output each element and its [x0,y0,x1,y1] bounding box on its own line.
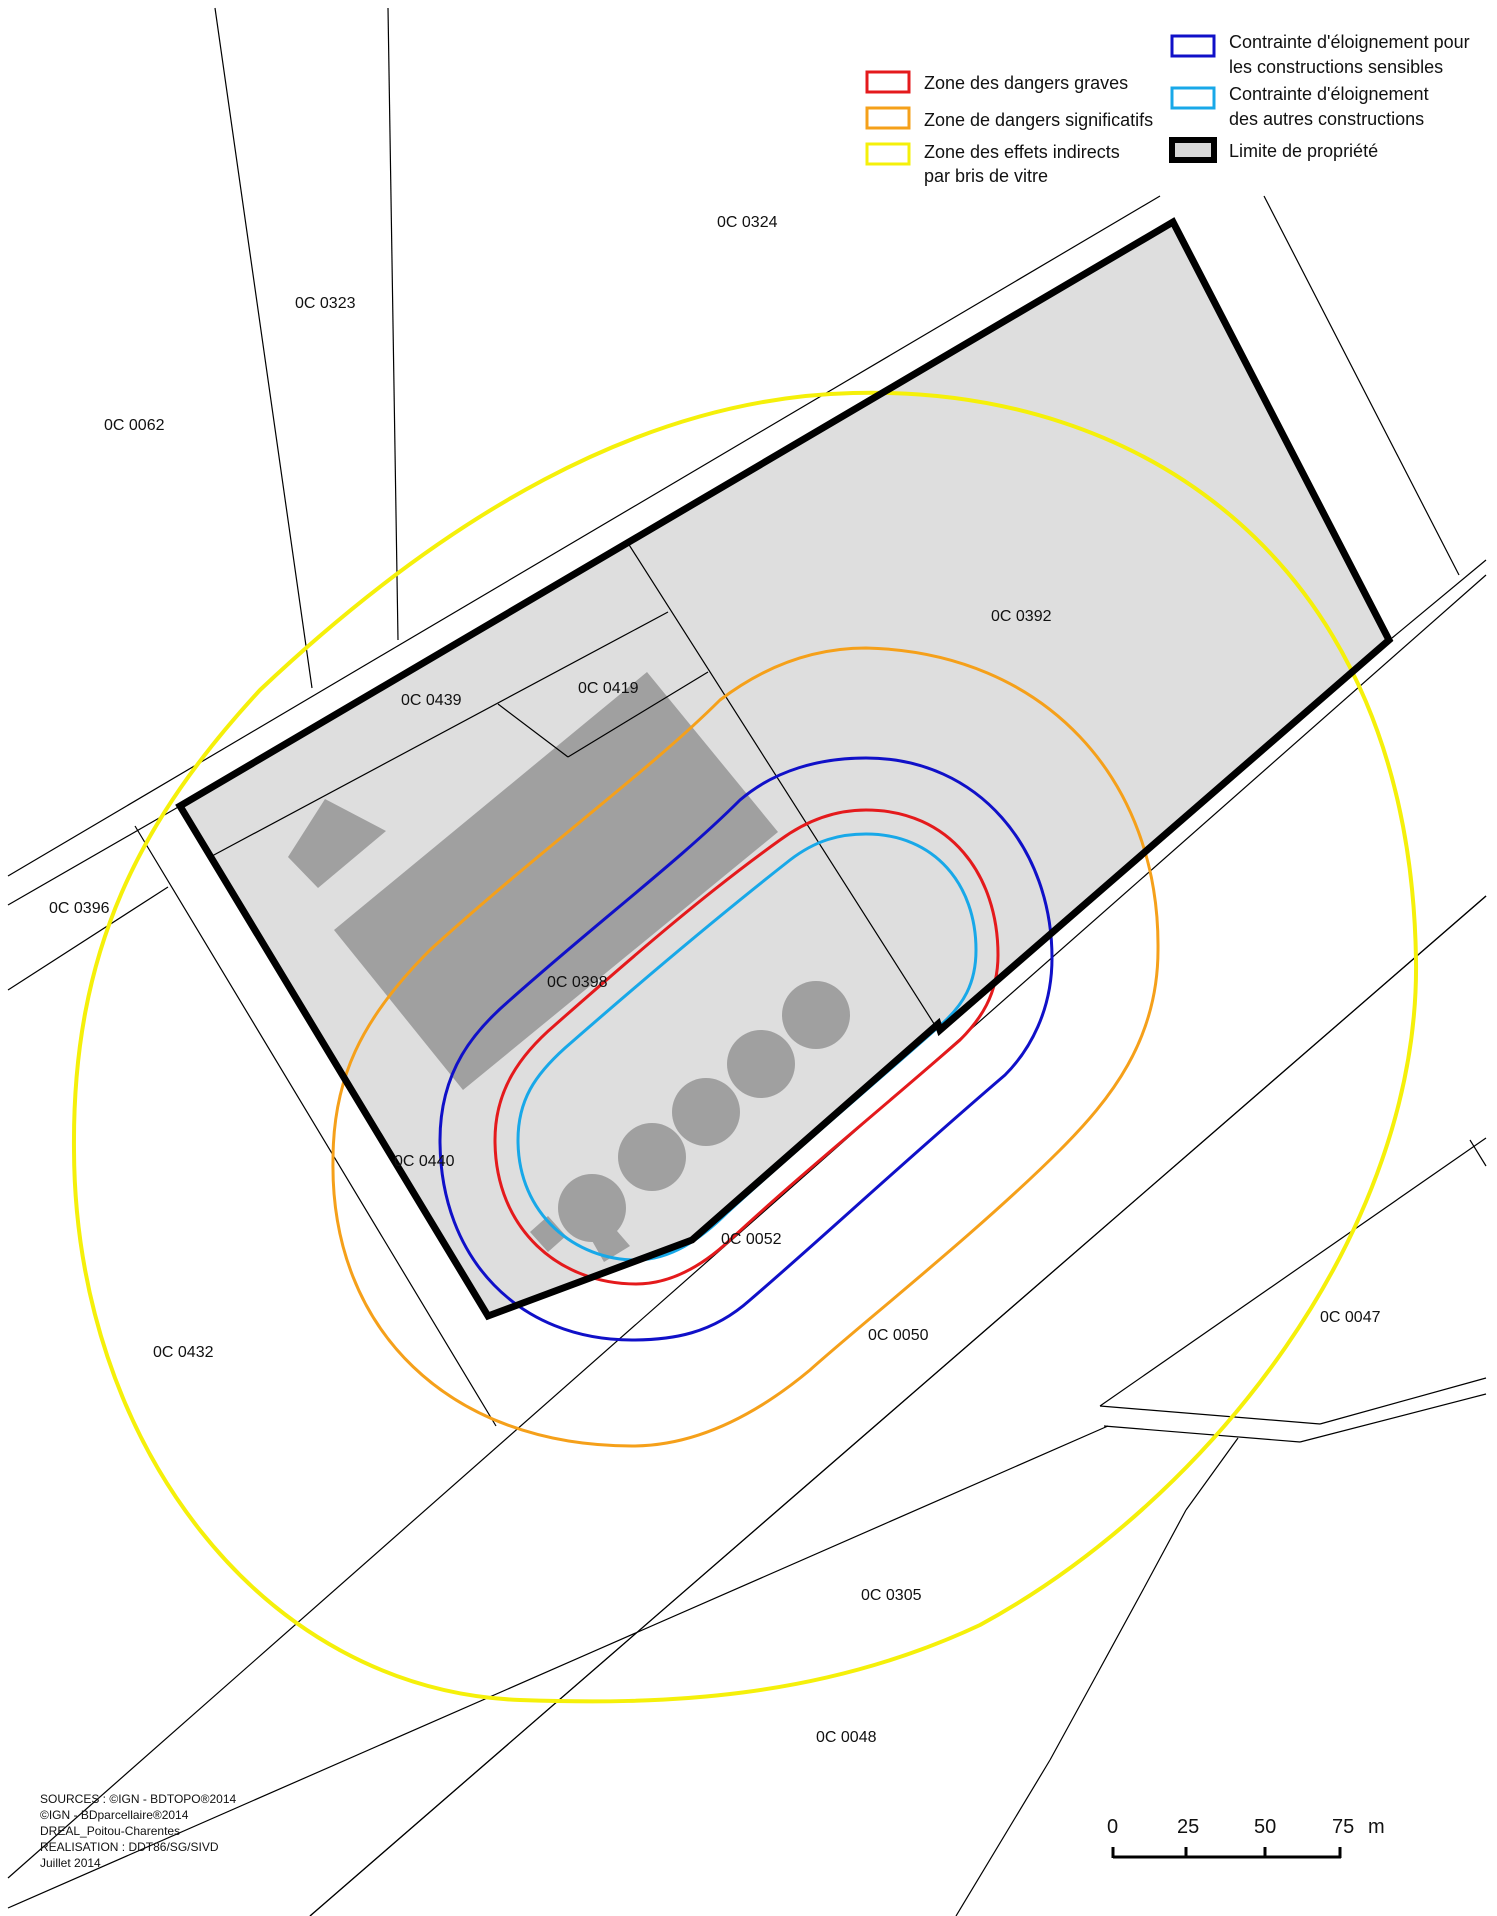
legend-label: les constructions sensibles [1229,57,1443,77]
legend-swatch-limite-propriete [1169,137,1217,163]
legend-label: des autres constructions [1229,109,1424,129]
tanks [558,981,850,1242]
tank-4 [727,1030,795,1098]
legend-swatch-constructions-sensibles [1170,34,1216,58]
legend-swatch-dangers-graves [865,70,911,94]
legend-label: par bris de vitre [924,166,1048,186]
legend-label: Contrainte d'éloignement pour [1229,32,1470,52]
scale-unit: m [1368,1816,1385,1838]
source-line: REALISATION : DDT86/SG/SIVD [40,1840,219,1854]
tank-1 [558,1174,626,1242]
parcel-lines [7,7,1487,1916]
property-boundary [175,217,1394,1321]
parcel-label: 0C 0323 [295,295,356,312]
parcel-label: 0C 0048 [816,1729,877,1746]
legend: Zone des dangers graves Zone de dangers … [865,32,1470,186]
parcel-label: 0C 0324 [717,214,778,231]
parcel-label: 0C 0047 [1320,1309,1381,1326]
legend-label: Contrainte d'éloignement [1229,84,1429,104]
property-area [180,222,1389,1316]
source-line: Juillet 2014 [40,1856,101,1870]
parcel-label: 0C 0419 [578,680,639,697]
source-line: SOURCES : ©IGN - BDTOPO®2014 [40,1792,237,1806]
parcel-label: 0C 0432 [153,1344,214,1361]
zone-yellow [71,390,1419,1704]
legend-label: Zone de dangers significatifs [924,110,1153,130]
legend-swatch-effets-indirects [865,142,911,166]
scale-tick-label: 0 [1107,1816,1118,1838]
scale-tick-label: 25 [1177,1816,1199,1838]
parcel-label: 0C 0396 [49,900,110,917]
building-small [288,799,386,888]
zone-blue [438,756,1054,1342]
scale-tick-label: 75 [1332,1816,1354,1838]
legend-label: Zone des dangers graves [924,73,1128,93]
buildings [288,672,778,1262]
parcel-label: 0C 0050 [868,1327,929,1344]
tank-3 [672,1078,740,1146]
parcel-labels: 0C 0324 0C 0323 0C 0062 0C 0392 0C 0439 … [49,214,1381,1746]
parcel-label: 0C 0305 [861,1587,922,1604]
parcel-label: 0C 0062 [104,417,165,434]
legend-swatch-dangers-significatifs [865,106,911,130]
source-line: ©IGN - BDparcellaire®2014 [40,1808,189,1822]
tank-5 [782,981,850,1049]
zone-orange [331,646,1160,1448]
scale-bar: 0 25 50 75 m [1107,1816,1385,1859]
tank-2 [618,1123,686,1191]
legend-label: Zone des effets indirects [924,142,1120,162]
legend-label: Limite de propriété [1229,141,1378,161]
parcel-label: 0C 0392 [991,608,1052,625]
parcel-label: 0C 0439 [401,692,462,709]
scale-tick-label: 50 [1254,1816,1276,1838]
parcel-label: 0C 0052 [721,1231,782,1248]
parcel-label: 0C 0440 [394,1153,455,1170]
building-annex-1 [530,1216,566,1252]
legend-swatch-autres-constructions [1170,86,1216,110]
building-large [334,672,778,1090]
source-line: DREAL_Poitou-Charentes [40,1824,180,1838]
sources: SOURCES : ©IGN - BDTOPO®2014 ©IGN - BDpa… [40,1792,237,1870]
parcel-label: 0C 0398 [547,974,608,991]
